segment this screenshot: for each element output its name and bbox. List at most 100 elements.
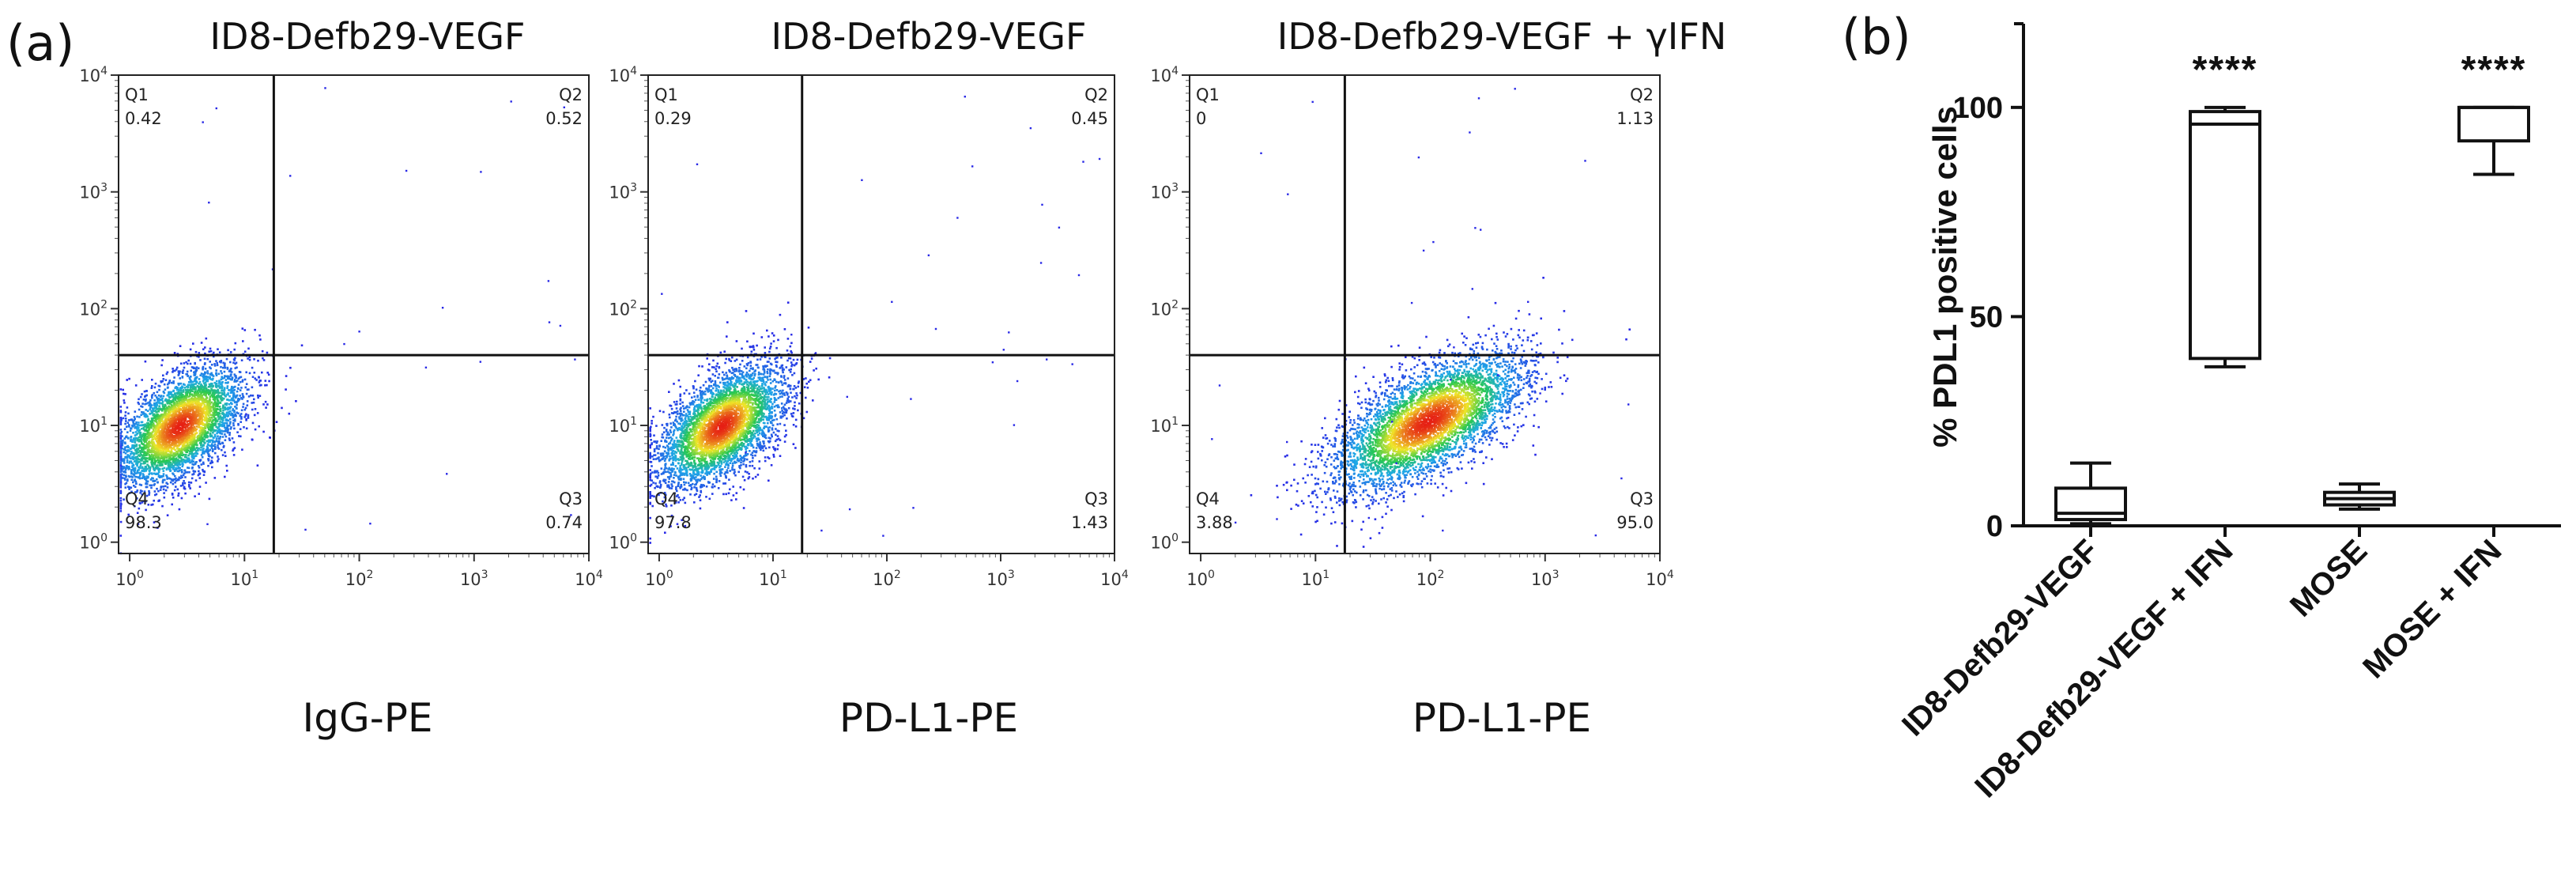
event-dot [168, 422, 171, 425]
event-dot [210, 443, 213, 446]
event-dot [119, 446, 123, 448]
event-dot [184, 447, 187, 450]
event-dot [181, 436, 184, 440]
event-dot [343, 342, 345, 346]
event-dot [736, 421, 739, 425]
event-dot [160, 425, 164, 428]
event-dot [234, 406, 236, 408]
event-dot [207, 425, 209, 427]
event-dot [232, 397, 235, 399]
event-dot [169, 425, 172, 428]
event-dot [211, 422, 214, 425]
event-dot [175, 413, 178, 415]
event-dot [141, 448, 143, 451]
event-dot [234, 375, 236, 378]
event-dot [231, 390, 234, 392]
event-dot [186, 372, 188, 376]
event-dot [157, 471, 160, 474]
event-dot [134, 410, 137, 413]
event-dot [239, 389, 242, 391]
event-dot [176, 416, 179, 419]
event-dot [123, 477, 126, 480]
event-dot [172, 423, 175, 426]
event-dot [126, 459, 129, 462]
event-dot [136, 463, 138, 466]
event-dot [142, 399, 145, 401]
event-dot [232, 454, 236, 456]
event-dot [209, 349, 213, 353]
event-dot [698, 459, 700, 462]
event-dot [224, 406, 226, 409]
event-dot [189, 419, 192, 421]
event-dot [134, 480, 138, 483]
event-dot [686, 460, 688, 463]
event-dot [242, 396, 245, 399]
event-dot [176, 388, 179, 391]
event-dot [179, 455, 181, 458]
event-dot [745, 458, 749, 461]
event-dot [225, 413, 228, 415]
event-dot [192, 342, 194, 345]
event-dot [717, 400, 720, 403]
flow-plot-events [649, 96, 1101, 544]
event-dot [145, 494, 149, 497]
event-dot [160, 452, 164, 454]
event-dot [130, 436, 133, 438]
event-dot [119, 410, 123, 414]
event-dot [152, 419, 154, 422]
event-dot [161, 457, 164, 459]
event-dot [149, 399, 152, 402]
event-dot [134, 491, 137, 493]
event-dot [239, 380, 242, 383]
event-dot [186, 392, 189, 395]
event-dot [157, 425, 159, 427]
event-dot [161, 397, 164, 400]
event-dot [175, 434, 178, 436]
event-dot [209, 439, 213, 442]
event-dot [222, 409, 224, 412]
event-dot [167, 465, 170, 467]
event-dot [168, 436, 171, 439]
event-dot [187, 375, 190, 377]
event-dot [686, 420, 688, 423]
event-dot [168, 395, 171, 399]
event-dot [193, 420, 196, 423]
event-dot [187, 408, 190, 411]
event-dot [157, 397, 159, 400]
event-dot [217, 435, 219, 437]
event-dot [170, 381, 173, 384]
event-dot [193, 439, 196, 442]
event-dot [189, 422, 191, 425]
event-dot [155, 493, 158, 496]
event-dot [194, 449, 198, 452]
event-dot [166, 514, 169, 516]
event-dot [119, 410, 123, 412]
event-dot [240, 397, 243, 399]
event-dot [777, 404, 779, 406]
event-dot [224, 375, 226, 377]
event-dot [145, 482, 149, 486]
event-dot [266, 403, 269, 406]
event-dot [235, 361, 238, 365]
event-dot [207, 439, 210, 442]
event-dot [142, 448, 145, 451]
event-dot [181, 476, 183, 478]
event-dot [743, 423, 746, 425]
event-dot [175, 425, 179, 429]
event-dot [192, 403, 194, 406]
event-dot [183, 436, 187, 440]
event-dot [232, 448, 235, 451]
event-dot [210, 364, 213, 366]
event-dot [172, 454, 174, 457]
event-dot [155, 459, 157, 463]
event-dot [152, 466, 155, 468]
event-dot [188, 433, 190, 436]
event-dot [168, 437, 171, 440]
event-dot [161, 456, 164, 459]
y-tick-label: 101 [79, 415, 107, 436]
event-dot [166, 478, 168, 480]
event-dot [192, 412, 195, 415]
event-dot [159, 457, 161, 459]
event-dot [203, 401, 206, 404]
event-dot [179, 442, 182, 445]
